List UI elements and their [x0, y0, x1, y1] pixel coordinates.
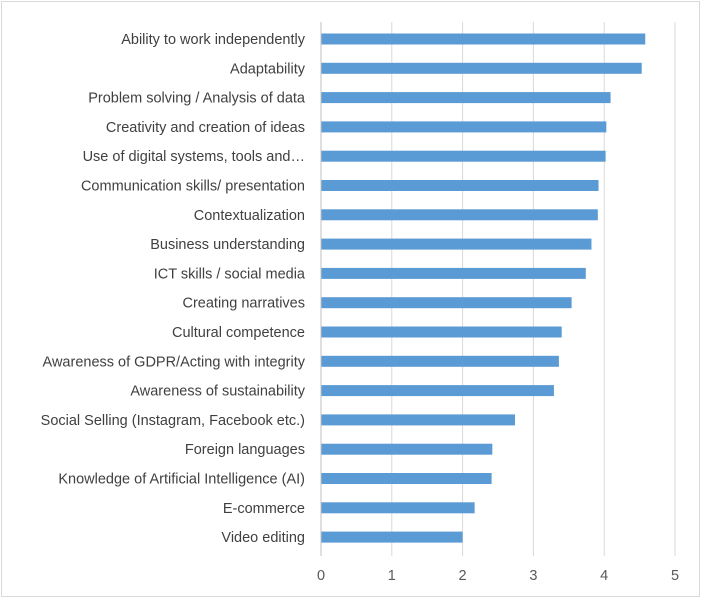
bar: [321, 414, 515, 426]
x-tick-label: 0: [317, 568, 325, 584]
bar: [321, 297, 572, 309]
bar: [321, 150, 606, 162]
bar: [321, 531, 463, 543]
bar: [321, 473, 492, 484]
category-label: Adaptability: [230, 61, 306, 77]
category-label: Awareness of sustainability: [130, 384, 305, 400]
bar: [321, 62, 642, 74]
category-label: Communication skills/ presentation: [81, 179, 305, 195]
category-label: Cultural competence: [172, 325, 305, 341]
bar: [321, 33, 646, 45]
category-label: Social Selling (Instagram, Facebook etc.…: [41, 413, 305, 429]
bar: [321, 385, 554, 397]
x-tick-label: 2: [459, 568, 467, 584]
category-label: Contextualization: [194, 208, 305, 224]
gridlines: [391, 22, 676, 556]
x-tick-label: 4: [600, 568, 608, 584]
category-label: ICT skills / social media: [154, 266, 306, 282]
category-label: Creating narratives: [183, 296, 306, 312]
bar: [321, 355, 559, 367]
bar: [321, 502, 475, 514]
category-label: Awareness of GDPR/Acting with integrity: [43, 354, 306, 370]
bar: [321, 238, 592, 250]
x-tick-label: 5: [671, 568, 679, 584]
category-label: Foreign languages: [185, 442, 305, 458]
bar: [321, 209, 598, 221]
bar: [321, 180, 599, 191]
bar: [321, 121, 607, 133]
x-tick-label: 1: [388, 568, 396, 584]
category-label: Use of digital systems, tools and…: [83, 149, 305, 165]
category-label: Creativity and creation of ideas: [106, 120, 305, 136]
category-labels: Ability to work independently Adaptabilit…: [41, 32, 306, 546]
bars: [321, 33, 646, 543]
category-label: Problem solving / Analysis of data: [88, 91, 306, 107]
category-label: E-commerce: [223, 501, 305, 517]
category-label: Knowledge of Artificial Intelligence (AI…: [58, 472, 305, 488]
bar: [321, 267, 586, 279]
bar: [321, 326, 562, 338]
category-label: Video editing: [221, 530, 305, 546]
category-label: Business understanding: [150, 237, 305, 253]
bar: [321, 443, 493, 455]
bar: [321, 92, 611, 104]
category-label: Ability to work independently: [121, 32, 306, 48]
x-tick-labels: 0 1 2 3 4 5: [317, 568, 679, 584]
x-tick-label: 3: [529, 568, 537, 584]
